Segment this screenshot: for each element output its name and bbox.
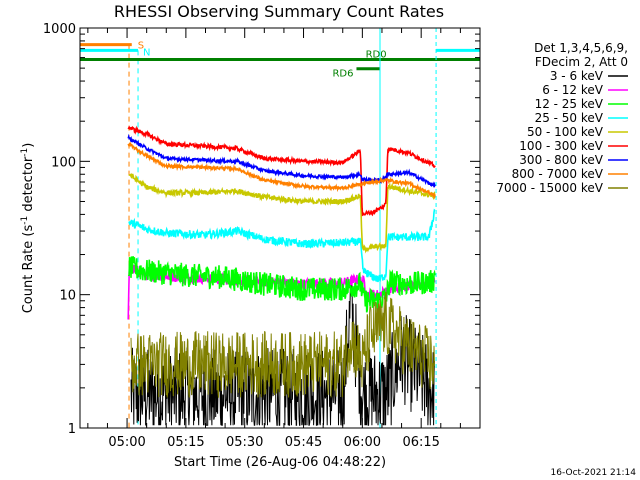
y-tick-label: 100 <box>51 155 76 170</box>
series-line <box>127 125 436 217</box>
legend-label: 300 - 800 keV <box>519 153 603 167</box>
chart-title: RHESSI Observing Summary Count Rates <box>114 2 444 21</box>
legend-label: 800 - 7000 keV <box>512 167 604 181</box>
x-axis: 05:00 05:15 05:30 05:45 06:00 06:15 <box>87 28 461 450</box>
y-tick-label: 10 <box>59 289 76 304</box>
x-tick-label: 05:00 <box>108 435 145 450</box>
series-line <box>127 256 436 313</box>
y-tick-label: 1 <box>68 422 76 437</box>
legend-label: 12 - 25 keV <box>535 97 604 111</box>
series-line <box>128 172 436 254</box>
flag-label: RD6 <box>332 69 353 80</box>
series-line <box>127 141 436 200</box>
plot-frame <box>79 27 481 429</box>
series-line <box>127 133 436 188</box>
y-axis-label: Count Rate (s-1 detector-1) <box>20 143 36 314</box>
x-tick-label: 05:15 <box>167 435 204 450</box>
legend-label: 7000 - 15000 keV <box>496 181 603 195</box>
y-axis: 1 10 100 1000 <box>43 22 480 437</box>
flag-label: RD0 <box>366 50 387 61</box>
legend-header-line-1: Det 1,3,4,5,6,9, <box>534 41 628 55</box>
x-tick-label: 05:30 <box>226 435 263 450</box>
legend-label: 25 - 50 keV <box>535 111 604 125</box>
x-tick-label: 05:45 <box>285 435 322 450</box>
legend-label: 6 - 12 keV <box>542 83 604 97</box>
series-line <box>128 208 436 283</box>
x-tick-label: 06:15 <box>402 435 439 450</box>
series-layer <box>127 125 436 427</box>
legend-label: 100 - 300 keV <box>519 139 603 153</box>
flag-label: N <box>143 47 150 58</box>
series-line <box>130 291 435 398</box>
x-tick-label: 06:00 <box>344 435 381 450</box>
flag-label: S <box>138 41 144 52</box>
y-tick-label: 1000 <box>43 22 76 37</box>
timestamp: 16-Oct-2021 21:14 <box>551 468 637 478</box>
legend-label: 50 - 100 keV <box>527 125 604 139</box>
legend-label: 3 - 6 keV <box>550 69 604 83</box>
x-axis-label: Start Time (26-Aug-06 04:48:22) <box>174 455 386 470</box>
instrument-flags: SN RD0 RD6 <box>80 41 480 428</box>
legend: Det 1,3,4,5,6,9, FDecim 2, Att 0 3 - 6 k… <box>496 41 628 195</box>
legend-header-line-2: FDecim 2, Att 0 <box>535 55 628 69</box>
